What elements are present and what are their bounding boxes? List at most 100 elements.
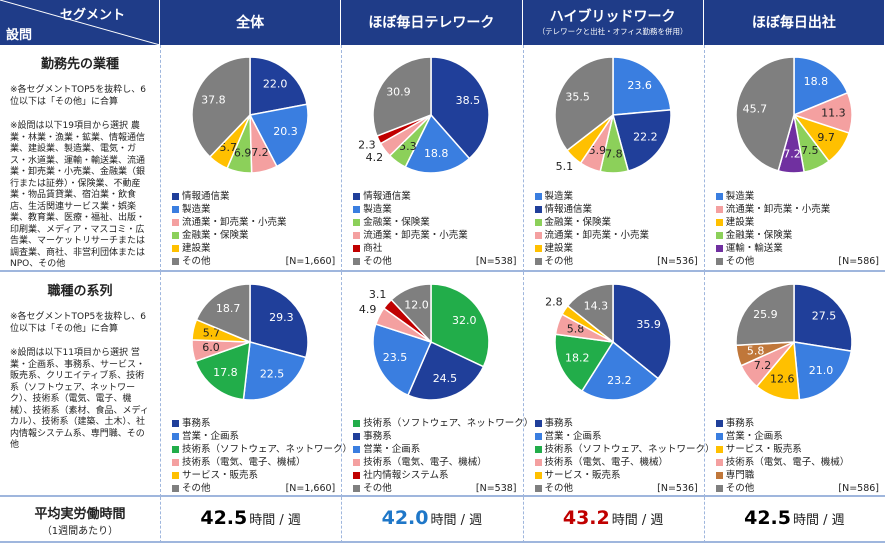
pie-slice <box>793 56 849 117</box>
legend-label: サービス・販売系 <box>182 470 259 481</box>
column-title: ほぼ毎日テレワーク <box>368 15 495 31</box>
legend-swatch <box>172 206 179 213</box>
slice-label: 30.9 <box>386 86 411 99</box>
column-header: ほぼ毎日出社 <box>703 0 885 45</box>
legend-swatch <box>353 420 361 427</box>
legend-swatch <box>172 232 179 239</box>
legend-swatch <box>534 232 542 239</box>
legend-swatch <box>715 472 723 479</box>
legend-label: 事務系 <box>182 418 211 429</box>
legend-swatch <box>715 219 723 226</box>
legend-label: 技術系（電気、電子、機械） <box>182 457 306 468</box>
pie-slice <box>793 283 853 352</box>
pie-slice <box>735 283 795 347</box>
legend-label: その他 <box>544 256 574 267</box>
legend-label: 金融業・保険業 <box>182 230 249 241</box>
figure-value: 43.2 <box>562 507 610 529</box>
slice-label: 38.5 <box>456 94 481 107</box>
row-cell-border <box>0 497 885 543</box>
figure-unit: 時間 / 週 <box>430 513 483 528</box>
column-border <box>160 497 161 543</box>
legend-label: 製造業 <box>363 204 392 215</box>
slice-label: 18.7 <box>216 302 241 315</box>
column-title: ハイブリッドワーク <box>549 9 676 25</box>
diagonal-line <box>0 0 160 45</box>
legend-swatch <box>715 258 723 265</box>
legend-label: 金融業・保険業 <box>544 217 612 228</box>
legend-label: 流通業・卸売業・小売業 <box>182 217 287 228</box>
legend-swatch <box>353 193 361 200</box>
column-title: 全体 <box>236 15 265 31</box>
row-cell-border <box>0 272 885 497</box>
slice-label: 25.9 <box>753 308 778 321</box>
row-cell-border <box>0 45 885 272</box>
slice-label: 5.8 <box>747 344 765 357</box>
column-header: ほぼ毎日テレワーク <box>341 0 523 45</box>
slice-label: 18.2 <box>564 352 589 365</box>
row-note: ※各セグメントTOP5を抜粋し、6位以下は「その他」に合算 <box>10 85 147 107</box>
slice-label: 20.3 <box>273 125 298 138</box>
legend-label: 情報通信業 <box>182 191 230 202</box>
legend-swatch <box>353 433 361 440</box>
pie-slice <box>194 340 251 401</box>
legend-swatch <box>172 420 179 427</box>
column-border <box>522 45 524 272</box>
legend-swatch <box>715 485 723 492</box>
corner-bottom: 設問 <box>6 28 33 43</box>
legend-label: 技術系（電気、電子、機械） <box>363 457 487 468</box>
legend-swatch <box>534 433 542 440</box>
n-label: [N=536] <box>657 483 698 494</box>
figure-cell: 42.5 時間 / 週 <box>704 507 885 529</box>
column-border <box>160 272 161 497</box>
column-border <box>160 45 161 272</box>
legend-swatch <box>715 232 723 239</box>
legend-label: 営業・企画系 <box>182 431 240 442</box>
figure-value: 42.0 <box>381 507 429 529</box>
n-label: [N=586] <box>838 256 879 267</box>
legend-swatch <box>534 459 542 466</box>
pie-slice <box>191 56 251 158</box>
n-label: [N=586] <box>838 483 879 494</box>
column-border <box>703 497 705 543</box>
legend-label: 事務系 <box>725 418 755 429</box>
pie-slice <box>611 283 672 380</box>
row-note: ※設問は以下11項目から選択 営業・企画系、事務系、サービス・販売系、クリエイテ… <box>10 348 149 450</box>
legend-swatch <box>534 219 542 226</box>
legend-label: 製造業 <box>725 191 755 202</box>
legend-swatch <box>715 420 723 427</box>
pie-slice <box>242 341 307 401</box>
pie-slice <box>390 283 432 344</box>
legend-label: その他 <box>725 256 755 267</box>
legend-label: 営業・企画系 <box>544 431 602 442</box>
legend-swatch <box>534 446 542 453</box>
pie-slice <box>566 283 614 344</box>
legend-label: 技術系（ソフトウェア、ネットワーク） <box>182 444 353 455</box>
slice-label: 32.0 <box>452 314 477 327</box>
legend-swatch <box>353 206 361 213</box>
slice-label: 21.0 <box>808 364 833 377</box>
legend-swatch <box>534 245 542 252</box>
legend-label: サービス・販売系 <box>725 444 802 455</box>
pie-chart: 22.0 20.3 7.26.95.7 37.8 <box>191 56 309 174</box>
legend-swatch <box>172 433 179 440</box>
slice-label: 7.2 <box>251 146 269 159</box>
slice-label: 27.5 <box>811 309 836 322</box>
legend-swatch <box>715 206 723 213</box>
legend-swatch <box>715 446 723 453</box>
figure-value: 42.5 <box>744 507 791 529</box>
slice-label: 18.8 <box>424 147 449 160</box>
slice-label: 6.9 <box>234 147 252 160</box>
n-label: [N=538] <box>475 256 517 267</box>
legend-swatch <box>172 459 179 466</box>
slice-label: 22.0 <box>263 78 288 91</box>
column-title: ほぼ毎日出社 <box>751 15 836 31</box>
slice-label: 14.3 <box>583 299 608 312</box>
pie-slice <box>249 283 309 359</box>
row-note: ※設問は以下19項目から選択 農業・林業・漁業・鉱業、情報通信業、建設業、製造業… <box>10 121 146 269</box>
column-border <box>703 45 705 272</box>
row-title: 勤務先の業種 <box>40 57 119 72</box>
legend-label: 運輸・輸送業 <box>725 243 783 254</box>
legend-label: その他 <box>363 256 392 267</box>
pie-chart: 18.8 11.3 9.77.57.2 45.7 <box>735 56 853 174</box>
legend-swatch <box>715 459 723 466</box>
